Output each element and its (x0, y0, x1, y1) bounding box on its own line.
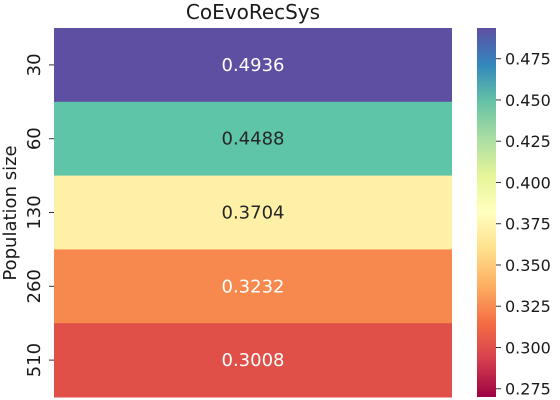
colorbar-tick-label: 0.400 (505, 173, 551, 192)
heatmap-cell (54, 249, 452, 324)
row-tick-label: 260 (24, 269, 45, 303)
colorbar-tick-label: 0.450 (505, 91, 551, 110)
heatmap-cell (54, 175, 452, 250)
cell-value-label: 0.4488 (222, 129, 285, 150)
heatmap-cell (54, 323, 452, 398)
row-tick-label: 510 (24, 343, 45, 377)
row-tick-label: 30 (24, 53, 45, 76)
cell-value-label: 0.4936 (222, 55, 285, 76)
row-tick-labels: 30 60 130 260 510 (24, 53, 54, 377)
heatmap-cell (54, 28, 452, 103)
colorbar (477, 28, 496, 397)
colorbar-tick-label: 0.325 (505, 297, 551, 316)
colorbar-tick-label: 0.425 (505, 132, 551, 151)
colorbar-tick-label: 0.350 (505, 256, 551, 275)
row-tick-label: 130 (24, 195, 45, 229)
colorbar-ticks: 0.275 0.300 0.325 0.350 0.375 0.400 0.425 0.450… (496, 50, 551, 399)
y-axis-label: Population size (0, 145, 21, 280)
colorbar-tick-label: 0.275 (505, 380, 551, 399)
colorbar-tick-label: 0.375 (505, 215, 551, 234)
heatmap-cell (54, 101, 452, 177)
cell-value-label: 0.3232 (222, 276, 285, 297)
cell-value-label: 0.3008 (222, 350, 285, 371)
row-tick-label: 60 (24, 127, 45, 150)
heatmap-cells: 0.4936 0.4488 0.3704 0.3232 0.3008 (54, 28, 452, 398)
colorbar-tick-label: 0.475 (505, 50, 551, 69)
colorbar-tick-label: 0.300 (505, 338, 551, 357)
cell-value-label: 0.3704 (222, 203, 285, 224)
chart-title: CoEvoRecSys (186, 0, 320, 24)
